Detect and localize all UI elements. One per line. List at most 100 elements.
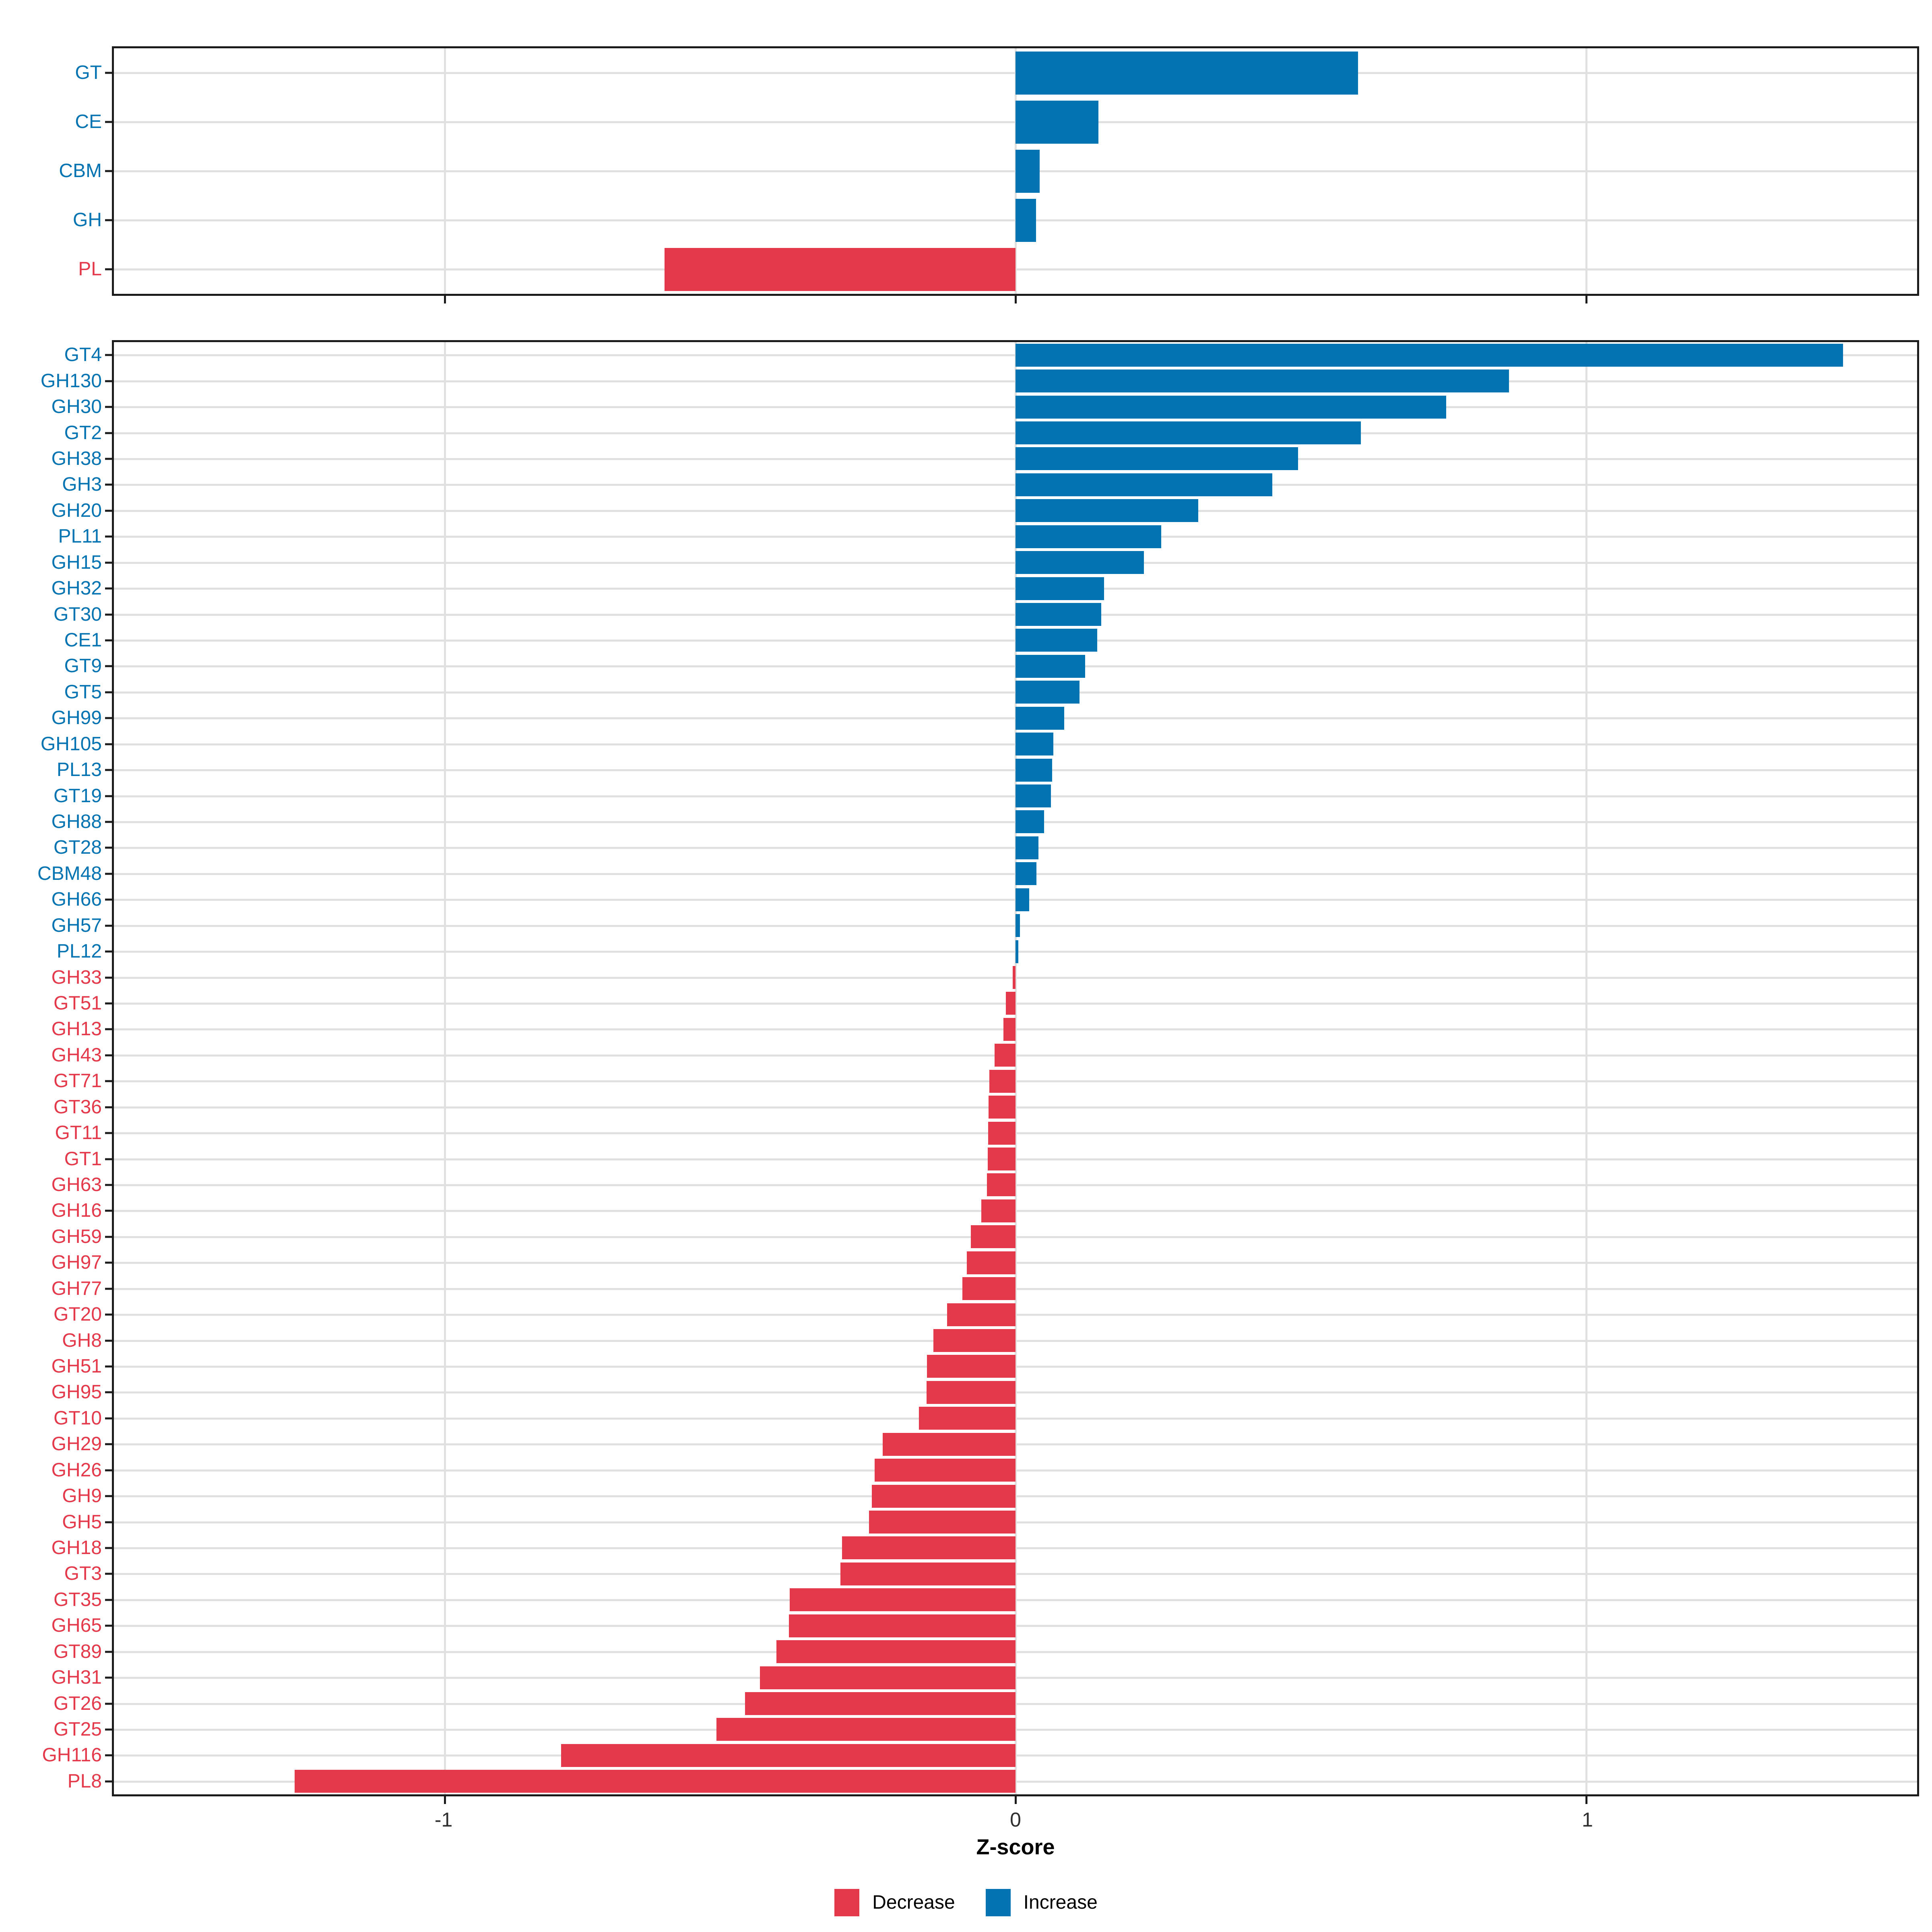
bar-GT9 [1016, 655, 1085, 678]
y-axis-tick [105, 483, 114, 486]
y-axis-label-CBM: CBM [59, 160, 102, 182]
y-axis-label-PL: PL [78, 258, 102, 280]
bar-GT35 [789, 1588, 1016, 1611]
y-axis-label-GT4: GT4 [64, 344, 102, 366]
y-axis-tick [105, 925, 114, 927]
bar-GH99 [1016, 707, 1064, 730]
y-axis-label-GH95: GH95 [51, 1381, 102, 1403]
gridline-horizontal [114, 1340, 1917, 1342]
y-axis-label-GH65: GH65 [51, 1615, 102, 1637]
y-axis-tick [105, 1728, 114, 1731]
y-axis-tick [105, 1547, 114, 1549]
gridline-horizontal [114, 1158, 1917, 1160]
gridline-horizontal [114, 1288, 1917, 1290]
y-axis-label-GT89: GT89 [53, 1641, 102, 1662]
gridline-horizontal [114, 1391, 1917, 1394]
bar-GH88 [1016, 810, 1044, 833]
y-axis-label-GH5: GH5 [62, 1511, 102, 1533]
y-axis-tick [105, 1340, 114, 1342]
y-axis-tick [105, 873, 114, 875]
bar-GT30 [1016, 603, 1101, 626]
y-axis-label-GH16: GH16 [51, 1200, 102, 1222]
y-axis-label-GT19: GT19 [53, 785, 102, 807]
y-axis-label-GT28: GT28 [53, 837, 102, 859]
gridline-horizontal [114, 1028, 1917, 1031]
y-axis-label-GT25: GT25 [53, 1718, 102, 1740]
y-axis-label-PL11: PL11 [58, 526, 102, 547]
bar-GT51 [1005, 992, 1016, 1015]
y-axis-tick [105, 1261, 114, 1264]
y-axis-tick [105, 510, 114, 512]
bar-GT [1016, 52, 1358, 95]
x-axis-tick [1585, 294, 1587, 303]
x-axis-tick [444, 1794, 446, 1804]
y-axis-tick [105, 691, 114, 694]
y-axis-tick [105, 268, 114, 270]
bar-GH9 [871, 1485, 1016, 1508]
bar-GH20 [1016, 499, 1198, 522]
y-axis-label-GH105: GH105 [40, 733, 102, 755]
y-axis-label-GH63: GH63 [51, 1174, 102, 1195]
x-axis-tick-label: 1 [1581, 1808, 1593, 1831]
y-axis-tick [105, 72, 114, 74]
y-axis-tick [105, 561, 114, 564]
y-axis-label-PL12: PL12 [56, 941, 102, 962]
y-axis-label-GT10: GT10 [53, 1407, 102, 1429]
y-axis-tick [105, 1624, 114, 1627]
gridline-horizontal [114, 1210, 1917, 1212]
y-axis-tick [105, 1365, 114, 1368]
x-axis-tick-label: 0 [1010, 1808, 1021, 1831]
bar-GH29 [882, 1433, 1016, 1456]
gridline-horizontal [114, 1365, 1917, 1368]
bar-GT1 [987, 1148, 1016, 1170]
bar-GH59 [971, 1225, 1016, 1248]
gridline-horizontal [114, 1443, 1917, 1446]
gridline-horizontal [114, 1651, 1917, 1653]
y-axis-label-GH33: GH33 [51, 966, 102, 988]
y-axis-tick [105, 587, 114, 590]
y-axis-label-PL8: PL8 [67, 1770, 102, 1792]
bar-GH66 [1016, 888, 1030, 911]
y-axis-label-GH130: GH130 [40, 370, 102, 392]
y-axis-label-GT2: GT2 [64, 422, 102, 444]
y-axis-label-GT26: GT26 [53, 1693, 102, 1714]
y-axis-tick [105, 1080, 114, 1082]
bar-GH13 [1003, 1018, 1016, 1041]
gridline-horizontal [114, 1495, 1917, 1498]
bar-CE [1016, 101, 1098, 144]
bar-GT25 [716, 1718, 1016, 1741]
y-axis-label-GH32: GH32 [51, 578, 102, 599]
y-axis-label-GH3: GH3 [62, 474, 102, 495]
y-axis-label-CE: CE [75, 111, 102, 132]
legend-label-increase: Increase [1023, 1892, 1098, 1913]
bar-GH51 [927, 1355, 1016, 1378]
bar-GH31 [760, 1666, 1016, 1689]
y-axis-tick [105, 380, 114, 382]
gridline-horizontal [114, 1106, 1917, 1108]
gridline-horizontal [114, 1417, 1917, 1420]
y-axis-label-GT11: GT11 [55, 1122, 102, 1144]
bar-GH32 [1016, 577, 1104, 600]
x-axis-tick [1585, 1794, 1587, 1804]
bar-GH63 [987, 1173, 1016, 1196]
y-axis-label-GT71: GT71 [53, 1070, 102, 1092]
y-axis-tick [105, 1210, 114, 1212]
y-axis-label-GH8: GH8 [62, 1329, 102, 1351]
y-axis-label-GH51: GH51 [51, 1355, 102, 1377]
bar-GH57 [1016, 914, 1020, 937]
y-axis-label-GH18: GH18 [51, 1537, 102, 1558]
gridline-horizontal [114, 1236, 1917, 1238]
gridline-horizontal [114, 1728, 1917, 1731]
y-axis-tick [105, 1676, 114, 1679]
bar-GH5 [869, 1511, 1016, 1534]
y-axis-label-GH57: GH57 [51, 914, 102, 936]
bar-CBM48 [1016, 862, 1037, 885]
bar-PL12 [1016, 940, 1019, 963]
bar-GH95 [926, 1381, 1016, 1404]
bar-GT2 [1016, 421, 1361, 444]
y-axis-tick [105, 1443, 114, 1445]
bar-GH33 [1012, 966, 1016, 989]
bar-GT4 [1016, 344, 1843, 367]
y-axis-label-GH30: GH30 [51, 396, 102, 418]
